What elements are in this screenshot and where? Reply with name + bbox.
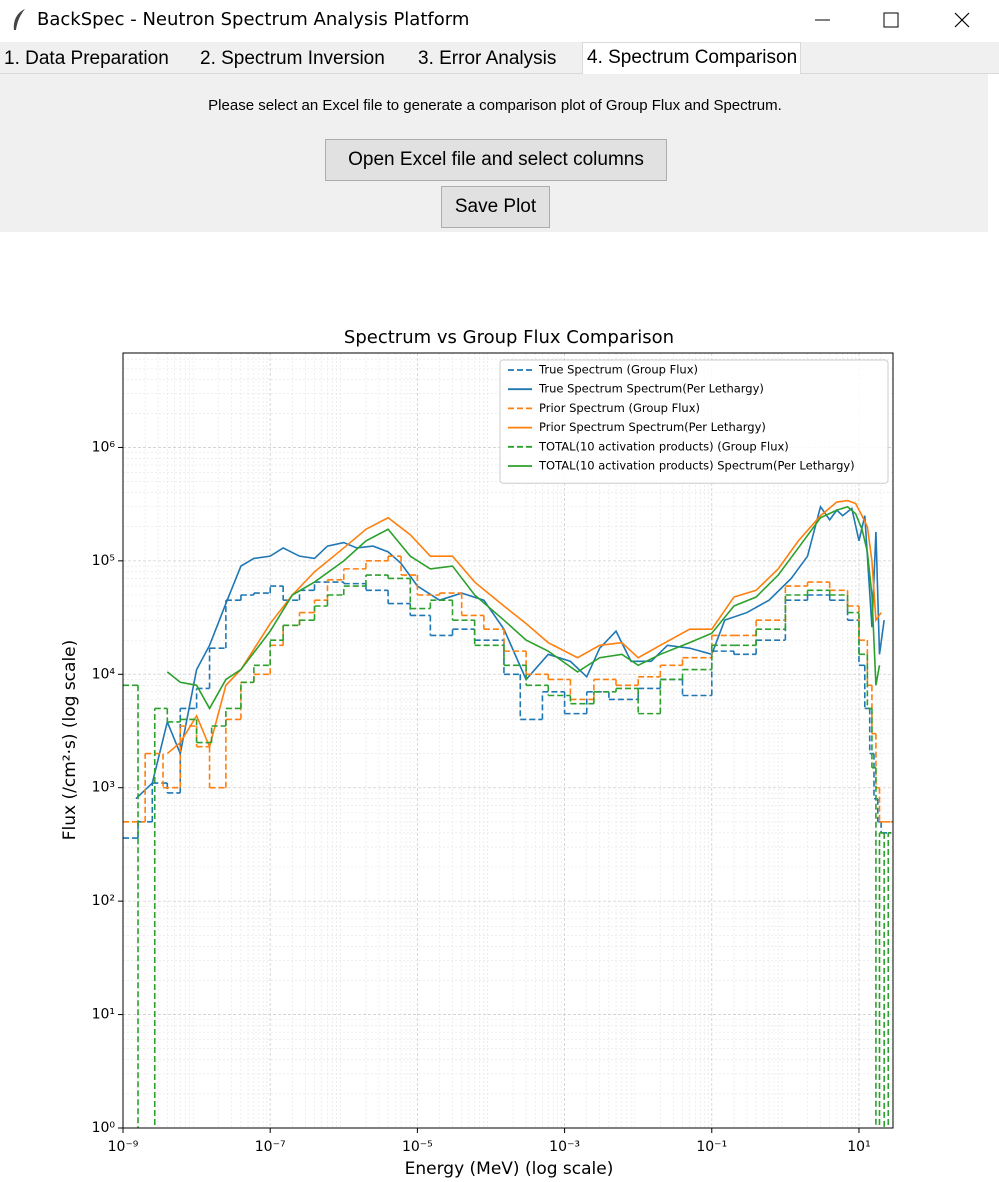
- tab-bar: 1. Data Preparation 2. Spectrum Inversion…: [0, 42, 999, 74]
- y-axis-label: Flux (/cm²·s) (log scale): [60, 640, 80, 841]
- legend-label: Prior Spectrum (Group Flux): [539, 401, 700, 415]
- series-line: [166, 499, 882, 755]
- app-icon: [13, 9, 25, 30]
- y-tick-label: 10³: [92, 780, 115, 796]
- legend-label: True Spectrum Spectrum(Per Lethargy): [538, 382, 764, 396]
- x-tick-label: 10¹: [847, 1139, 870, 1155]
- series-line: [135, 504, 885, 800]
- plot-frame: [122, 352, 894, 1129]
- legend-label: TOTAL(10 activation products) (Group Flu…: [538, 439, 789, 453]
- chart-title: Spectrum vs Group Flux Comparison: [344, 327, 674, 348]
- legend-label: True Spectrum (Group Flux): [538, 363, 698, 377]
- legend-label: TOTAL(10 activation products) Spectrum(P…: [538, 459, 855, 473]
- step-riser: [144, 556, 881, 822]
- y-tick-label: 10¹: [92, 1007, 115, 1023]
- window-title: BackSpec - Neutron Spectrum Analysis Pla…: [37, 9, 470, 30]
- tab[interactable]: 2. Spectrum Inversion: [200, 48, 385, 69]
- legend-label: Prior Spectrum Spectrum(Per Lethargy): [539, 420, 766, 434]
- step-riser: [137, 575, 890, 1128]
- series-line: [166, 505, 881, 711]
- minimize-button[interactable]: [812, 12, 834, 28]
- x-tick-label: 10⁻⁷: [255, 1139, 286, 1155]
- y-tick-label: 10⁶: [92, 439, 116, 455]
- tab[interactable]: 3. Error Analysis: [418, 48, 557, 69]
- control-panel: Please select an Excel file to generate …: [0, 74, 988, 232]
- chart: Spectrum vs Group Flux Comparison Energy…: [60, 327, 894, 1179]
- save-plot-button[interactable]: Save Plot: [441, 186, 550, 228]
- plot-area: [123, 499, 893, 1128]
- legend-box: [499, 359, 889, 484]
- y-tick-label: 10⁴: [92, 666, 116, 682]
- maximize-button[interactable]: [882, 11, 902, 29]
- x-tick-label: 10⁻⁹: [108, 1139, 139, 1155]
- x-axis-label: Energy (MeV) (log scale): [405, 1159, 614, 1179]
- x-tick-label: 10⁻¹: [696, 1139, 727, 1155]
- x-tick-label: 10⁻³: [549, 1139, 580, 1155]
- instruction-text: Please select an Excel file to generate …: [208, 97, 782, 114]
- x-tick-label: 10⁻⁵: [402, 1139, 433, 1155]
- tab[interactable]: 4. Spectrum Comparison: [582, 42, 802, 74]
- y-tick-label: 10⁰: [92, 1120, 116, 1136]
- y-tick-label: 10⁵: [92, 553, 115, 569]
- close-button[interactable]: [952, 10, 972, 30]
- y-tick-label: 10²: [92, 893, 115, 909]
- tab[interactable]: 1. Data Preparation: [4, 48, 169, 69]
- open-excel-button[interactable]: Open Excel file and select columns: [325, 139, 667, 181]
- title-bar: BackSpec - Neutron Spectrum Analysis Pla…: [0, 0, 999, 40]
